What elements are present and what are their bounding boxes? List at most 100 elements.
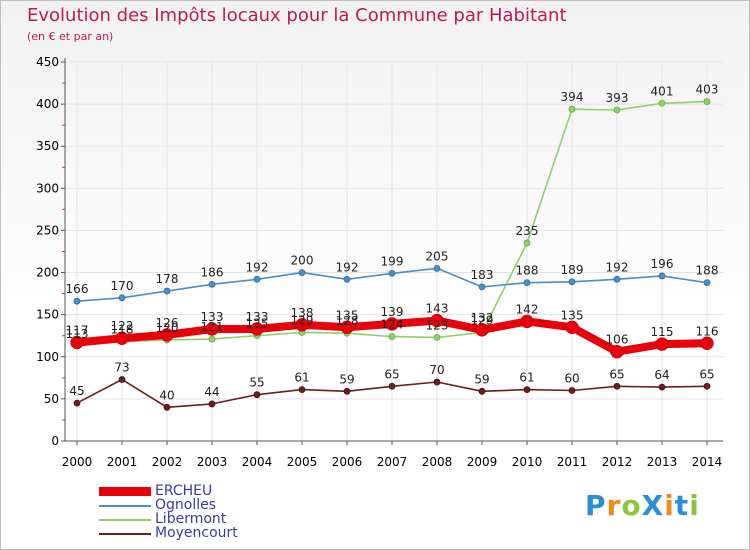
- x-tick-label: 2004: [242, 455, 273, 469]
- data-label-ognolles: 199: [381, 254, 404, 268]
- data-label-moyencourt: 65: [699, 367, 714, 381]
- x-tick-label: 2013: [647, 455, 678, 469]
- data-point-ercheu: [430, 313, 444, 328]
- data-point-moyencourt: [703, 382, 711, 390]
- data-point-moyencourt: [118, 376, 126, 383]
- data-label-libermont: 128: [336, 314, 359, 328]
- data-label-libermont: 129: [471, 313, 494, 327]
- data-label-libermont: 393: [606, 91, 629, 105]
- x-tick-label: 2011: [557, 455, 588, 469]
- data-point-ognolles: [658, 272, 666, 280]
- data-point-ercheu: [610, 344, 624, 359]
- data-point-ognolles: [163, 287, 171, 295]
- data-point-ognolles: [73, 297, 81, 305]
- data-point-ognolles: [343, 275, 351, 283]
- data-label-moyencourt: 73: [114, 361, 129, 375]
- x-tick-label: 2006: [332, 455, 363, 469]
- data-label-moyencourt: 65: [609, 367, 624, 381]
- x-tick-label: 2002: [152, 455, 183, 469]
- x-tick-label: 2003: [197, 455, 228, 469]
- data-point-ercheu: [700, 336, 714, 351]
- data-point-libermont: [613, 106, 621, 114]
- data-label-ercheu: 135: [336, 308, 359, 322]
- y-tick-label: 50: [44, 392, 59, 406]
- data-point-moyencourt: [73, 399, 81, 407]
- legend-swatch-moyencourt: [99, 533, 151, 535]
- data-label-ognolles: 192: [246, 260, 269, 274]
- legend-item-libermont: Libermont: [99, 511, 319, 527]
- data-point-libermont: [703, 98, 711, 105]
- data-point-ognolles: [208, 280, 216, 288]
- data-label-ercheu: 135: [561, 308, 584, 322]
- logo-letter: P: [585, 489, 607, 522]
- data-label-libermont: 123: [426, 318, 449, 332]
- data-label-ercheu: 126: [156, 316, 179, 330]
- data-point-moyencourt: [523, 386, 531, 394]
- data-label-ognolles: 192: [336, 260, 359, 274]
- data-point-ercheu: [295, 318, 309, 332]
- data-point-moyencourt: [478, 387, 486, 395]
- data-label-moyencourt: 59: [474, 372, 489, 386]
- data-label-moyencourt: 64: [654, 368, 669, 382]
- data-label-libermont: 120: [156, 321, 179, 335]
- data-label-ercheu: 142: [516, 302, 539, 316]
- x-tick-label: 2012: [602, 455, 633, 469]
- x-tick-label: 2009: [467, 455, 498, 469]
- logo-letter: t: [674, 489, 690, 522]
- y-tick-label: 350: [36, 139, 59, 153]
- legend-item-ercheu: ERCHEU: [99, 483, 319, 499]
- data-point-ognolles: [478, 283, 486, 291]
- legend-item-moyencourt: Moyencourt: [99, 525, 319, 541]
- data-point-moyencourt: [163, 403, 171, 411]
- proxiti-logo: ProXiti: [585, 489, 700, 522]
- data-point-libermont: [523, 239, 531, 247]
- data-label-ercheu: 139: [381, 305, 404, 319]
- data-point-ognolles: [568, 278, 576, 286]
- data-label-ognolles: 196: [651, 257, 674, 271]
- data-point-ercheu: [70, 335, 84, 350]
- data-point-moyencourt: [433, 378, 441, 386]
- data-label-moyencourt: 61: [294, 371, 309, 385]
- x-tick-label: 2007: [377, 455, 408, 469]
- data-point-ercheu: [475, 323, 489, 337]
- data-label-libermont: 401: [651, 84, 674, 98]
- data-point-ognolles: [613, 275, 621, 283]
- data-point-moyencourt: [253, 391, 261, 399]
- data-point-ercheu: [340, 320, 354, 335]
- data-label-ognolles: 183: [471, 268, 494, 282]
- y-tick-label: 450: [36, 55, 59, 69]
- chart-subtitle: (en € et par an): [27, 30, 114, 43]
- data-point-moyencourt: [388, 382, 396, 390]
- data-point-ognolles: [298, 269, 306, 276]
- data-label-ercheu: 143: [426, 302, 449, 316]
- data-label-moyencourt: 59: [339, 372, 354, 386]
- y-tick-label: 250: [36, 223, 59, 237]
- data-point-ognolles: [118, 294, 126, 302]
- data-point-libermont: [568, 105, 576, 113]
- data-point-moyencourt: [568, 387, 576, 394]
- data-point-libermont: [208, 335, 216, 343]
- data-label-libermont: 121: [201, 320, 224, 334]
- data-point-ognolles: [388, 269, 396, 277]
- legend-swatch-ognolles: [99, 505, 151, 507]
- logo-letter: X: [641, 489, 665, 522]
- x-tick-label: 2014: [692, 455, 723, 469]
- data-point-ognolles: [433, 264, 441, 272]
- data-label-moyencourt: 45: [69, 384, 84, 398]
- data-label-ognolles: 188: [696, 264, 719, 278]
- data-point-moyencourt: [208, 400, 216, 408]
- data-point-ercheu: [205, 322, 219, 336]
- data-label-ercheu: 132: [471, 311, 494, 325]
- data-label-moyencourt: 65: [384, 367, 399, 381]
- x-tick-label: 2010: [512, 455, 543, 469]
- x-tick-label: 2005: [287, 455, 318, 469]
- data-label-moyencourt: 61: [519, 371, 534, 385]
- data-point-ercheu: [250, 322, 264, 336]
- legend-swatch-ercheu: [99, 487, 151, 496]
- data-point-moyencourt: [343, 387, 351, 395]
- data-label-libermont: 125: [246, 317, 269, 331]
- data-label-libermont: 394: [561, 90, 584, 104]
- data-label-ognolles: 188: [516, 264, 539, 278]
- logo-letter: r: [606, 489, 622, 522]
